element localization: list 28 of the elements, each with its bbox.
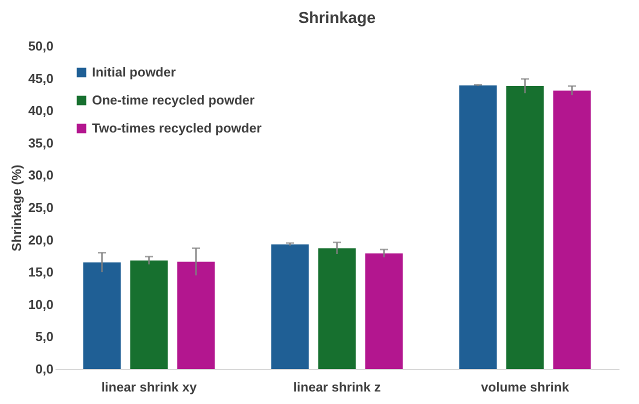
y-tick-label: 20,0 (28, 232, 54, 248)
y-tick-label: 40,0 (28, 103, 54, 118)
y-tick-label: 50,0 (28, 38, 54, 54)
y-axis-title: Shrinkage (%) (9, 164, 24, 252)
bar (459, 85, 497, 369)
legend-label: Two-times recycled powder (92, 120, 262, 136)
bar (130, 260, 168, 369)
x-tick-label: linear shrink z (293, 380, 382, 394)
y-tick-label: 30,0 (28, 168, 54, 183)
y-tick-label: 10,0 (28, 296, 54, 312)
bar (553, 90, 591, 369)
x-tick-label: volume shrink (480, 380, 570, 394)
x-tick-label: linear shrink xy (101, 380, 198, 394)
bar (318, 248, 356, 369)
chart-title: Shrinkage (298, 10, 376, 27)
bar (83, 262, 121, 369)
y-tick-label: 5,0 (35, 329, 54, 344)
y-tick-label: 35,0 (28, 135, 54, 150)
y-tick-label: 25,0 (28, 200, 54, 215)
bar (271, 244, 309, 369)
legend-label: One-time recycled powder (92, 92, 255, 108)
y-tick-label: 15,0 (28, 264, 54, 280)
y-tick-label: 0,0 (35, 362, 54, 376)
bar (506, 86, 544, 369)
y-tick-label: 45,0 (28, 70, 54, 86)
legend-label: Initial powder (92, 64, 176, 80)
bar (365, 253, 403, 369)
bar (177, 262, 215, 369)
